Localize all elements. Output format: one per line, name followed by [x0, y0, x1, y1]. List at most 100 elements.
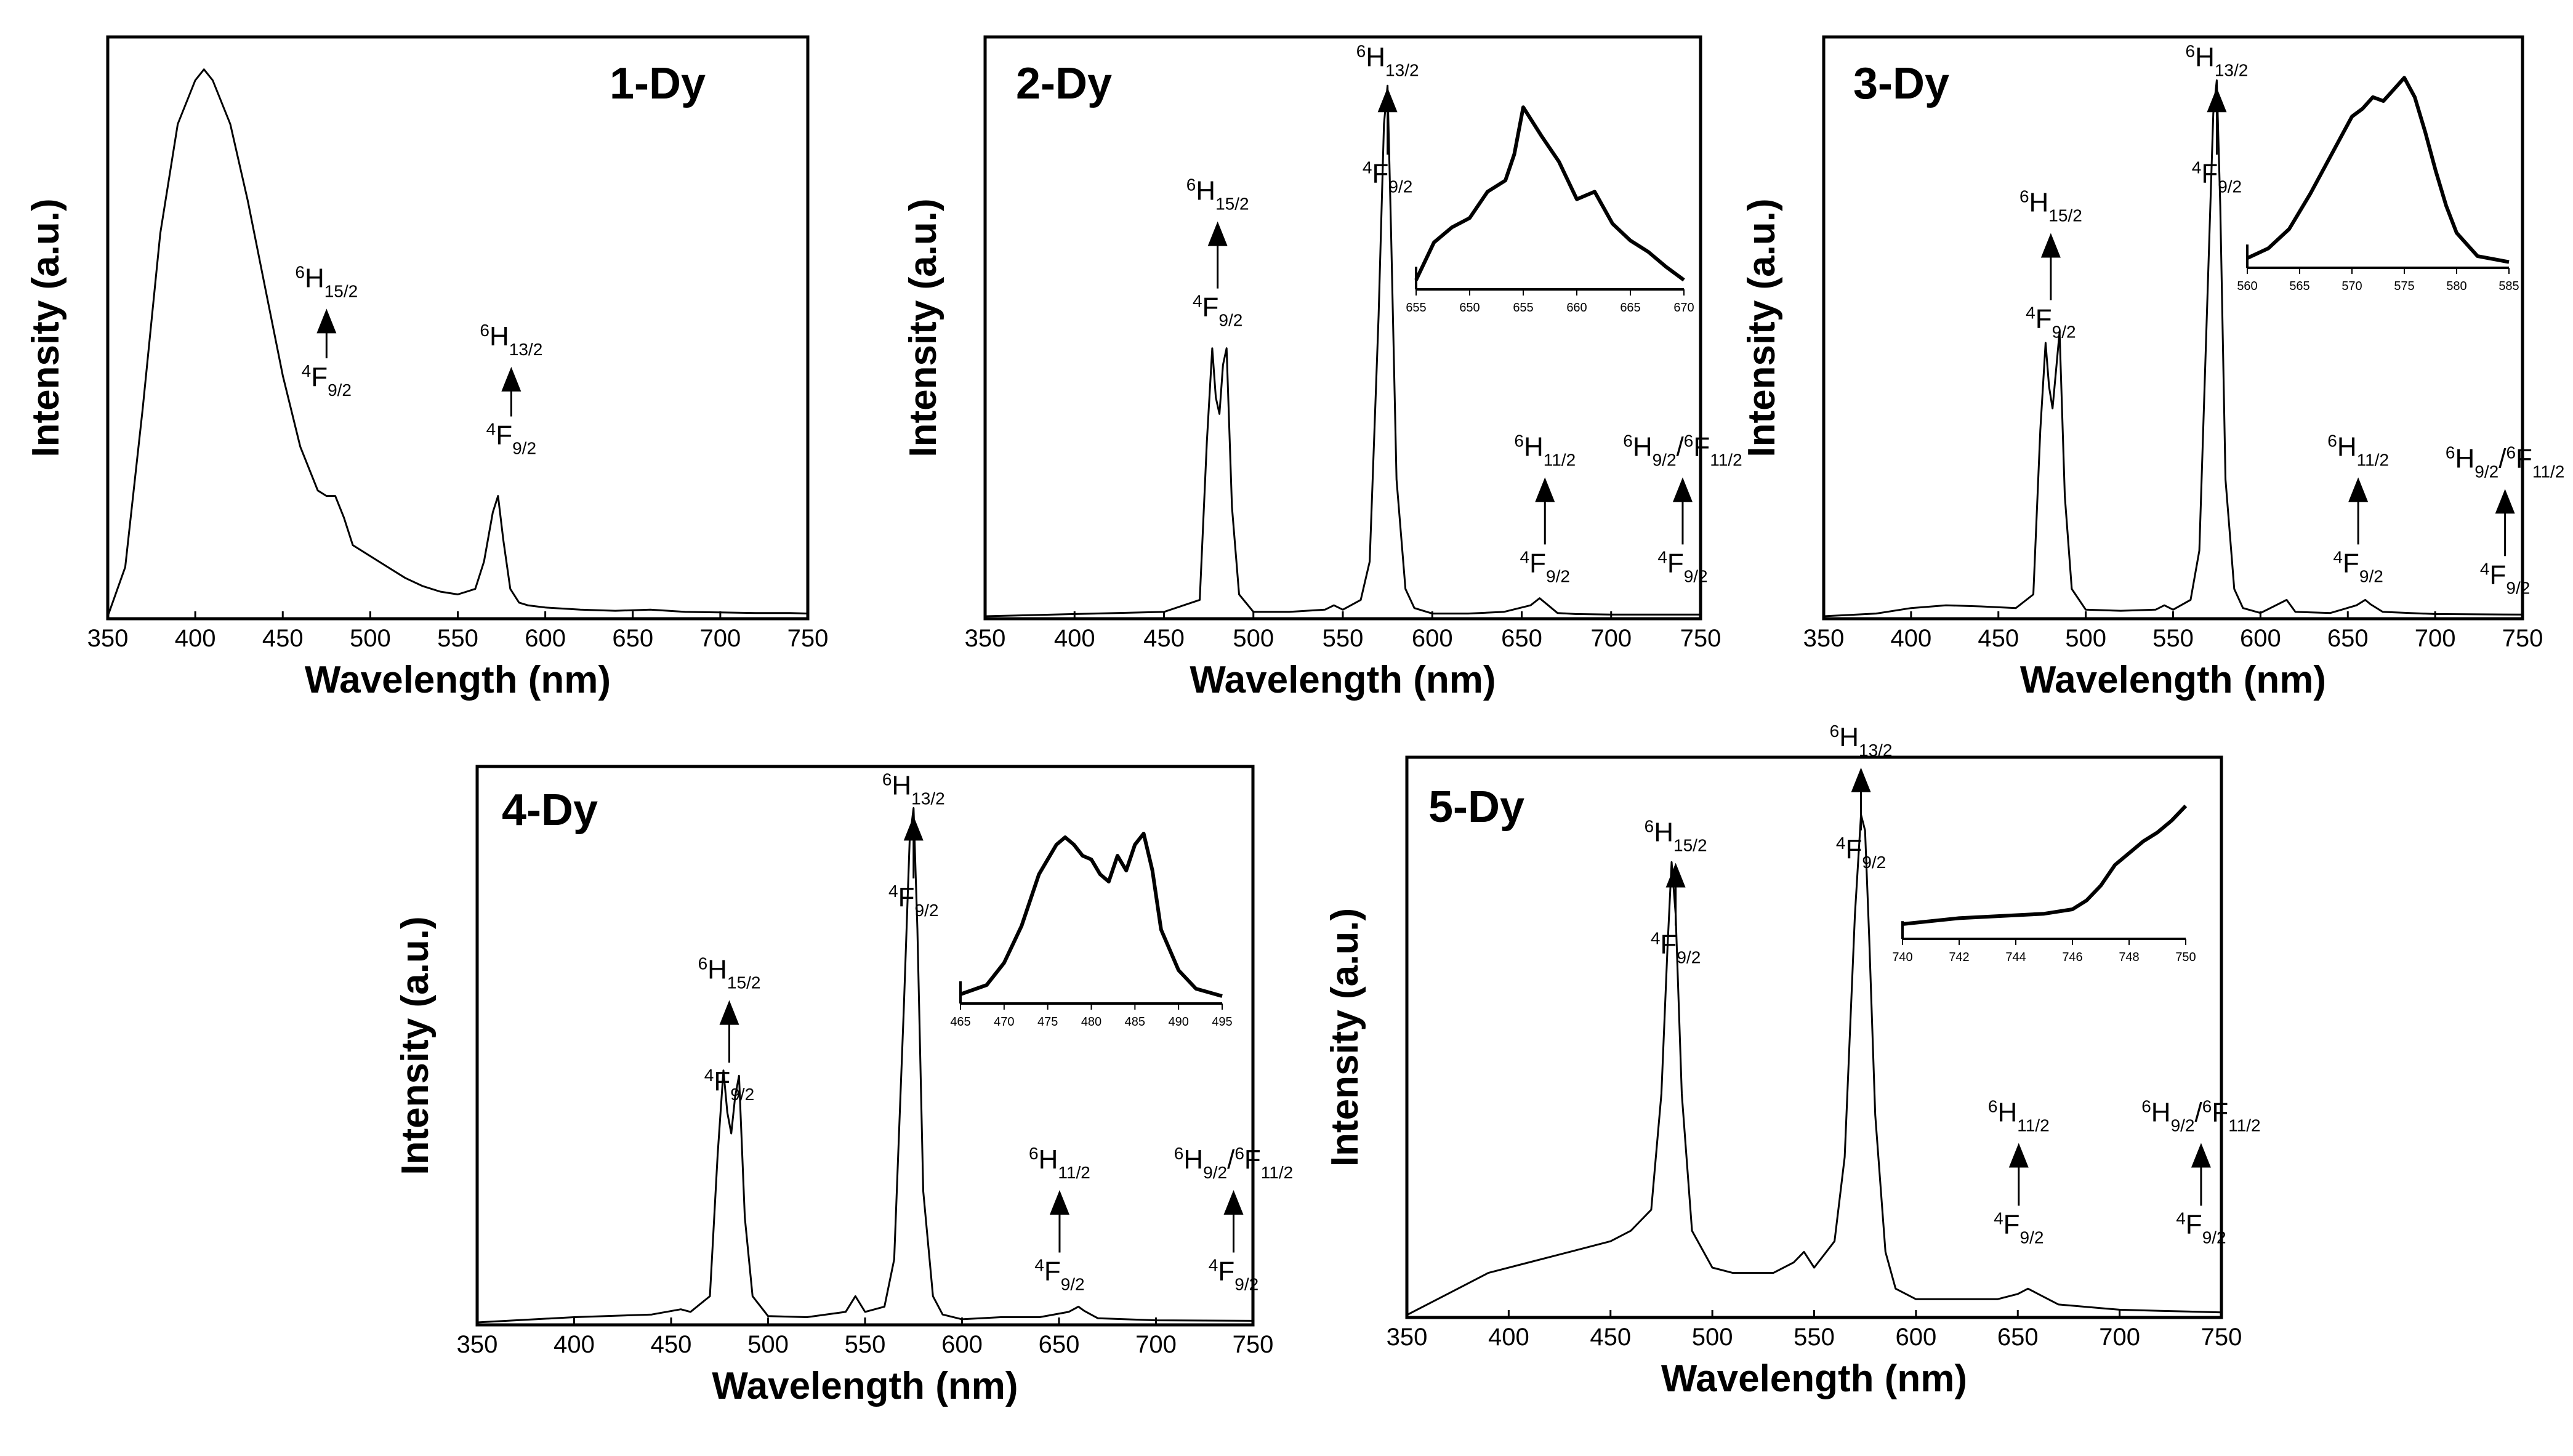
transition-annotation: 6H11/2 4F9/2 [2327, 431, 2389, 585]
x-tick-label: 350 [1387, 1324, 1428, 1351]
inset-x-tick-label: 480 [1081, 1015, 1101, 1029]
arrow-head [2348, 477, 2369, 502]
x-tick-label: 450 [1590, 1324, 1631, 1351]
upper-level-label: 6H11/2 [1029, 1144, 1090, 1182]
x-tick-label: 700 [700, 625, 741, 652]
spectrum-line [477, 807, 1254, 1324]
plot-frame [475, 765, 1255, 1327]
upper-level-label: 6H9/2/6F11/2 [2446, 443, 2564, 481]
x-tick-label: 450 [1978, 625, 2019, 652]
panel-4: 350 400 450 500 550 600 650 700 750 Wavelength (n… [394, 765, 1293, 1407]
lower-level-label: 4F9/2 [2026, 303, 2076, 341]
inset-x-tick-label: 490 [1168, 1015, 1188, 1029]
transition-annotation: 6H15/2 4F9/2 [698, 954, 761, 1103]
arrow-head [1049, 1190, 1069, 1215]
x-tick-label: 400 [1054, 625, 1095, 652]
lower-level-label: 4F9/2 [1651, 928, 1701, 967]
x-tick-label: 450 [1143, 625, 1185, 652]
plot-frame [106, 35, 810, 621]
transition-annotation: 6H9/2/6F11/2 4F9/2 [1174, 1144, 1293, 1293]
x-tick-label: 400 [1891, 625, 1932, 652]
lower-level-label: 4F9/2 [302, 361, 352, 400]
upper-level-label: 6H11/2 [1988, 1096, 2050, 1135]
transition-annotation: 6H9/2/6F11/2 4F9/2 [2446, 443, 2564, 597]
x-tick-label: 500 [1233, 625, 1274, 652]
y-axis-label: Intensity (a.u.) [1324, 908, 1366, 1167]
x-tick-label: 700 [1590, 625, 1632, 652]
inset-x-tick-label: 655 [1406, 301, 1426, 315]
x-tick-label: 700 [2099, 1324, 2140, 1351]
arrow-head [1851, 767, 1871, 792]
transition-annotation: 6H15/2 4F9/2 [295, 262, 358, 400]
lower-level-label: 4F9/2 [704, 1066, 754, 1104]
arrow-head [1223, 1190, 1244, 1215]
lower-level-label: 4F9/2 [1657, 547, 1707, 585]
inset: 465 470 475 480 485 490 495 [950, 832, 1233, 1029]
x-tick-label: 550 [1794, 1324, 1835, 1351]
x-tick-label: 700 [2415, 625, 2456, 652]
upper-level-label: 6H9/2/6F11/2 [1174, 1144, 1293, 1182]
x-axis-label: Wavelength (nm) [2020, 659, 2326, 701]
upper-level-label: 6H9/2/6F11/2 [2141, 1096, 2260, 1135]
spectrum-line [107, 68, 808, 617]
lower-level-label: 4F9/2 [1363, 158, 1412, 196]
x-axis-label: Wavelength (nm) [1661, 1357, 1967, 1400]
transition-annotation: 6H11/2 4F9/2 [1514, 431, 1576, 585]
upper-level-label: 6H13/2 [2186, 41, 2249, 79]
arrow-head [2207, 87, 2227, 113]
arrow-head [719, 1000, 739, 1025]
inset-x-tick-label: 746 [2062, 951, 2082, 964]
inset: 740 742 744 746 748 750 [1892, 804, 2196, 964]
panel-3: 350 400 450 500 550 600 650 700 750 Wavelength (n… [1741, 35, 2564, 701]
x-tick-label: 600 [1896, 1324, 1937, 1351]
inset: 560 565 570 575 580 585 [2237, 76, 2519, 293]
inset-line [1902, 804, 2188, 926]
y-axis-label: Intensity (a.u.) [1741, 198, 1783, 457]
x-tick-label: 750 [1233, 1331, 1274, 1358]
upper-level-label: 6H9/2/6F11/2 [1623, 431, 1742, 469]
arrow-head [2008, 1143, 2029, 1168]
inset-x-tick-label: 575 [2394, 280, 2414, 293]
upper-level-label: 6H15/2 [2019, 187, 2082, 225]
spectrum-line [985, 84, 1701, 617]
inset-line [1414, 105, 1685, 282]
x-tick-label: 600 [1412, 625, 1453, 652]
y-axis-label: Intensity (a.u.) [25, 198, 67, 457]
x-tick-label: 500 [2065, 625, 2106, 652]
transition-annotation: 6H9/2/6F11/2 4F9/2 [1623, 431, 1742, 585]
panel-5: 350 400 450 500 550 600 650 700 750 Wavelength (n… [1324, 721, 2261, 1400]
panel-title: 2-Dy [1016, 59, 1112, 108]
upper-level-label: 6H15/2 [295, 262, 358, 300]
plot-frame [1405, 755, 2223, 1319]
arrow-head [2495, 489, 2515, 514]
x-tick-label: 350 [457, 1331, 498, 1358]
inset-x-tick-label: 660 [1566, 301, 1587, 315]
upper-level-label: 6H15/2 [1645, 816, 1707, 855]
lower-level-label: 4F9/2 [888, 881, 938, 919]
x-tick-label: 750 [2201, 1324, 2242, 1351]
lower-level-label: 4F9/2 [1836, 833, 1886, 871]
x-tick-label: 550 [1323, 625, 1364, 652]
x-tick-label: 600 [941, 1331, 983, 1358]
x-tick-label: 550 [437, 625, 478, 652]
inset-x-tick-label: 650 [1459, 301, 1480, 315]
spectrum-line [1406, 813, 2222, 1316]
transition-annotation: 6H13/2 4F9/2 [2186, 41, 2249, 196]
x-tick-label: 750 [787, 625, 829, 652]
x-tick-label: 500 [350, 625, 391, 652]
lower-level-label: 4F9/2 [1209, 1255, 1258, 1293]
x-tick-label: 400 [175, 625, 216, 652]
transition-annotation: 6H11/2 4F9/2 [1029, 1144, 1090, 1293]
x-tick-label: 650 [1997, 1324, 2039, 1351]
plot-frame [983, 35, 1702, 621]
x-tick-label: 650 [2327, 625, 2369, 652]
arrow-head [1207, 221, 1228, 246]
x-tick-label: 700 [1135, 1331, 1177, 1358]
x-tick-label: 600 [2240, 625, 2281, 652]
upper-level-label: 6H13/2 [1830, 721, 1893, 759]
panel-title: 1-Dy [610, 59, 706, 108]
arrow-head [2040, 233, 2061, 258]
transition-annotation: 6H13/2 4F9/2 [480, 320, 542, 457]
x-tick-label: 500 [747, 1331, 789, 1358]
